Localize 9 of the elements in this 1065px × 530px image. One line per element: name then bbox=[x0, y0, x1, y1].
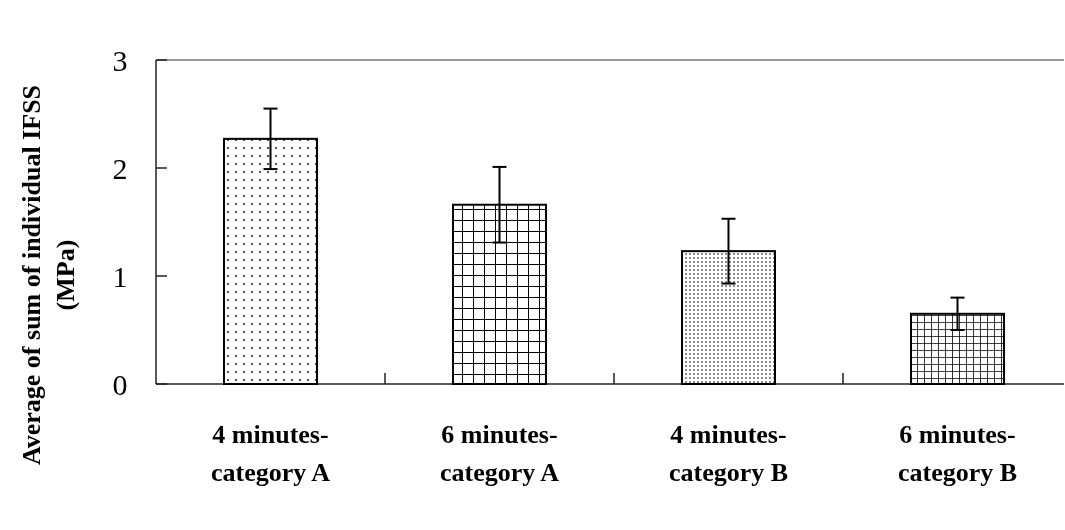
x-tick-label: 4 minutes- category B bbox=[668, 420, 789, 487]
y-tick-label: 2 bbox=[112, 151, 128, 185]
y-axis-title: Average of sum of individual IFSS (MPa) bbox=[17, 84, 80, 466]
x-tick-label: 4 minutes- category A bbox=[210, 420, 331, 487]
x-tick-label: 6 minutes- category B bbox=[897, 420, 1018, 487]
y-tick-label: 3 bbox=[112, 43, 128, 77]
x-tick-label: 6 minutes- category A bbox=[439, 420, 560, 487]
y-tick-label: 0 bbox=[112, 367, 128, 401]
y-tick-label: 1 bbox=[112, 259, 128, 293]
